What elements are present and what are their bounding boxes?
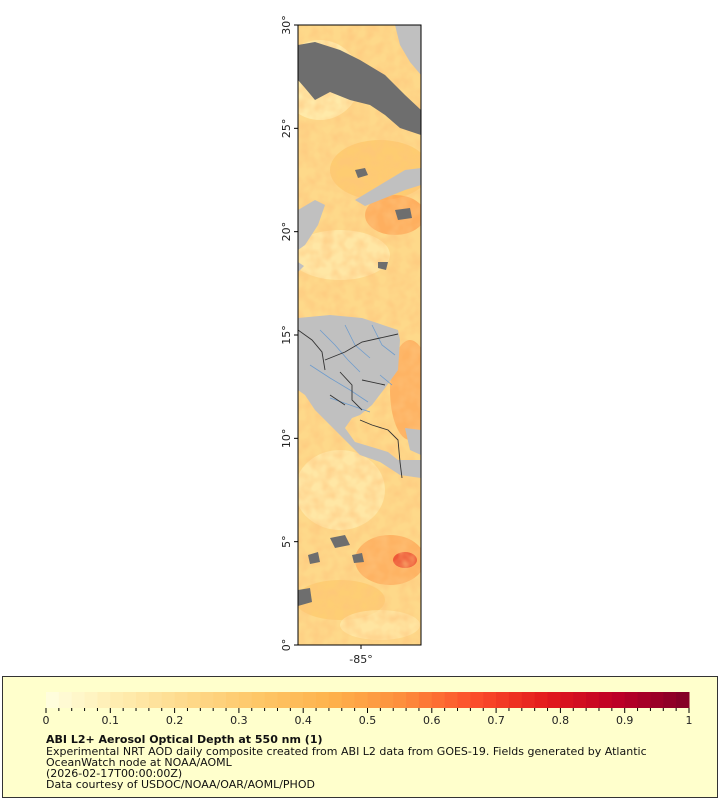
- country-borders: [298, 329, 403, 479]
- land-yucatan: [298, 200, 325, 250]
- colorbar-segment: [123, 692, 137, 708]
- colorbar-segment: [676, 692, 690, 708]
- colorbar-segment: [380, 692, 394, 708]
- colorbar-tick-label: 0.7: [487, 714, 505, 727]
- land-yucatan-tip: [298, 262, 304, 272]
- colorbar-tick-label: 0.2: [166, 714, 184, 727]
- missing-data-patch: [395, 208, 412, 220]
- colorbar-segment: [226, 692, 240, 708]
- colorbar-segment: [290, 692, 304, 708]
- colorbar-segment: [110, 692, 124, 708]
- colorbar-segment: [393, 692, 407, 708]
- lat-tick-label: 0°: [280, 639, 293, 652]
- lat-tick-label: 15°: [280, 325, 293, 345]
- lat-tick-label: 10°: [280, 429, 293, 449]
- latitude-axis: 0° 5° 10° 15° 20° 25° 30°: [280, 15, 298, 651]
- colorbar-segment: [136, 692, 150, 708]
- lon-tick-label: -85°: [349, 653, 372, 666]
- colorbar-segment: [431, 692, 446, 708]
- missing-data-patch: [298, 588, 312, 606]
- colorbar-segment: [547, 692, 561, 708]
- land-florida: [395, 25, 421, 75]
- colorbar-segment: [521, 692, 536, 708]
- colorbar-segment: [46, 692, 60, 708]
- colorbar-segment: [586, 692, 600, 708]
- colorbar-segment: [470, 692, 484, 708]
- missing-data-gulf: [298, 42, 421, 135]
- rivers: [309, 324, 396, 413]
- longitude-axis: -85°: [349, 645, 373, 666]
- colorbar-segment: [598, 692, 613, 708]
- colorbar-segment: [264, 692, 278, 708]
- missing-data-patch: [352, 553, 364, 563]
- colorbar-segment: [187, 692, 201, 708]
- colorbar-segment: [483, 692, 497, 708]
- legend-title: ABI L2+ Aerosol Optical Depth at 550 nm …: [46, 733, 323, 746]
- colorbar-segment: [418, 692, 433, 708]
- colorbar-segment: [560, 692, 574, 708]
- colorbar-segment: [97, 692, 111, 708]
- land-panama-coast: [405, 428, 421, 455]
- legend-date: (2026-02-17T00:00:00Z): [46, 767, 183, 780]
- colorbar-segment: [354, 692, 368, 708]
- colorbar-tick-label: 0.1: [102, 714, 120, 727]
- colorbar-segment: [328, 692, 343, 708]
- land-cuba: [355, 168, 421, 206]
- legend-subtitle-line1: Experimental NRT AOD daily composite cre…: [46, 745, 647, 758]
- colorbar-segment: [508, 692, 523, 708]
- missing-data-patch: [330, 535, 350, 548]
- colorbar-segment: [624, 692, 639, 708]
- colorbar-tick-label: 0.5: [359, 714, 377, 727]
- colorbar-segment: [457, 692, 471, 708]
- colorbar-segment: [650, 692, 664, 708]
- colorbar-segment: [303, 692, 317, 708]
- colorbar-tick-label: 0.9: [616, 714, 634, 727]
- colorbar-segment: [573, 692, 587, 708]
- colorbar-ticks: 0 0.1 0.2 0.3 0.4 0.5 0.6 0.7 0.8 0.9 1: [43, 708, 693, 727]
- colorbar-segment: [71, 692, 86, 708]
- colorbar-tick-label: 0: [43, 714, 50, 727]
- colorbar-segment: [611, 692, 626, 708]
- colorbar-tick-label: 0.8: [552, 714, 570, 727]
- colorbar-segment: [238, 692, 253, 708]
- colorbar-segment: [637, 692, 651, 708]
- colorbar-segment: [534, 692, 549, 708]
- colorbar-segment: [663, 692, 677, 708]
- lat-tick-label: 25°: [280, 119, 293, 139]
- colorbar-segment: [213, 692, 227, 708]
- colorbar-segment: [148, 692, 163, 708]
- colorbar-segment: [251, 692, 266, 708]
- legend-subtitle-line2: OceanWatch node at NOAA/AOML: [46, 756, 232, 769]
- map-area: 0° 5° 10° 15° 20° 25° 30° -85°: [280, 15, 422, 666]
- colorbar-segment: [341, 692, 356, 708]
- missing-data-patch: [308, 552, 320, 564]
- colorbar-segment: [277, 692, 291, 708]
- colorbar-segment: [161, 692, 176, 708]
- colorbar-segment: [58, 692, 73, 708]
- legend-credit: Data courtesy of USDOC/NOAA/OAR/AOML/PHO…: [46, 778, 315, 791]
- map-svg: 0° 5° 10° 15° 20° 25° 30° -85°: [280, 15, 422, 666]
- missing-data-patch: [355, 168, 368, 178]
- colorbar-tick-label: 1: [686, 714, 693, 727]
- colorbar: [46, 692, 690, 708]
- colorbar-segment: [200, 692, 214, 708]
- lat-tick-label: 5°: [280, 535, 293, 548]
- lat-tick-label: 30°: [280, 15, 293, 35]
- colorbar-tick-label: 0.6: [423, 714, 441, 727]
- colorbar-segment: [316, 692, 330, 708]
- aod-field: [298, 25, 421, 645]
- colorbar-segment: [406, 692, 420, 708]
- colorbar-segment: [367, 692, 381, 708]
- colorbar-segment: [444, 692, 459, 708]
- colorbar-segment: [84, 692, 98, 708]
- colorbar-segment: [496, 692, 510, 708]
- lat-tick-label: 20°: [280, 222, 293, 242]
- colorbar-tick-label: 0.4: [294, 714, 312, 727]
- missing-data-patch: [378, 262, 388, 270]
- colorbar-segment: [174, 692, 188, 708]
- colorbar-tick-label: 0.3: [230, 714, 248, 727]
